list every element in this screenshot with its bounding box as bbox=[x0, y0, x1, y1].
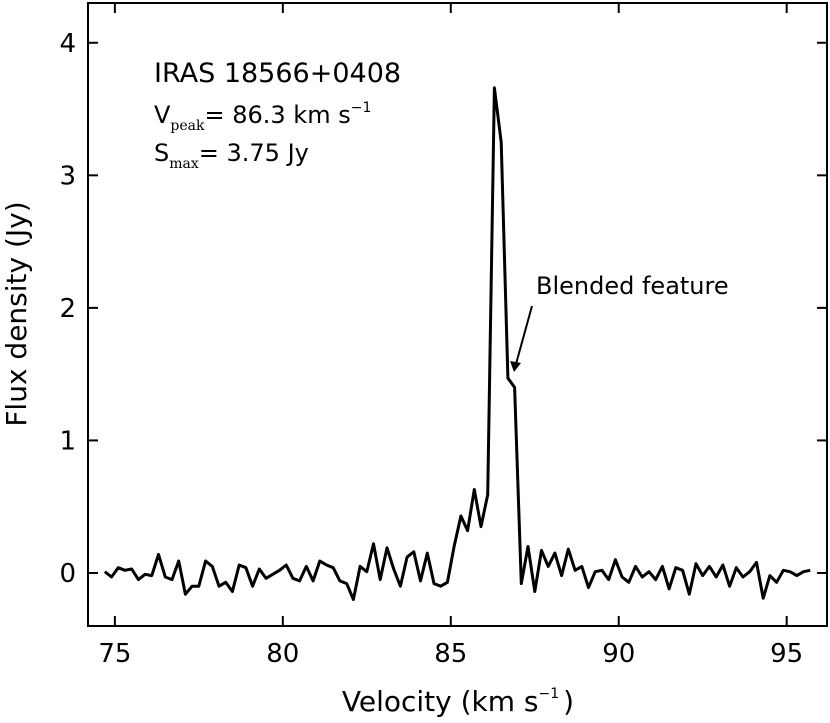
x-axis-label-exponent: −1 bbox=[539, 686, 560, 702]
smax-value: = 3.75 Jy bbox=[199, 139, 309, 167]
x-axis-label: Velocity (km s−1) bbox=[342, 685, 574, 718]
smax-subscript: max bbox=[169, 156, 199, 172]
plot-area bbox=[103, 86, 811, 601]
vpeak-subscript: peak bbox=[170, 118, 205, 134]
x-axis-label-close: ) bbox=[563, 685, 574, 718]
y-tick-label: 0 bbox=[59, 559, 76, 589]
y-tick-label: 2 bbox=[59, 294, 76, 324]
y-tick-label: 1 bbox=[59, 426, 76, 456]
x-tick-label: 95 bbox=[770, 639, 803, 669]
source-name: IRAS 18566+0408 bbox=[154, 58, 401, 89]
axis-ticks: 75 80 85 90 95 0 1 2 3 4 bbox=[59, 3, 827, 669]
y-tick-label: 4 bbox=[59, 29, 76, 59]
spectrum-line bbox=[103, 86, 811, 601]
vpeak-annotation: Vpeak= 86.3 km s−1 bbox=[154, 100, 371, 134]
vpeak-unit-exponent: −1 bbox=[351, 100, 372, 116]
y-tick-label: 3 bbox=[59, 161, 76, 191]
blended-feature-label: Blended feature bbox=[536, 272, 729, 300]
x-tick-label: 80 bbox=[266, 639, 299, 669]
vpeak-value: = 86.3 km s bbox=[205, 101, 351, 129]
vpeak-symbol: V bbox=[154, 101, 171, 129]
x-axis-label-main: Velocity (km s bbox=[342, 685, 539, 718]
plot-frame bbox=[87, 2, 828, 627]
x-tick-label: 90 bbox=[602, 639, 635, 669]
y-axis-label: Flux density (Jy) bbox=[0, 201, 33, 426]
x-tick-label: 85 bbox=[434, 639, 467, 669]
smax-annotation: Smax= 3.75 Jy bbox=[154, 139, 309, 172]
smax-symbol: S bbox=[154, 139, 169, 167]
x-tick-label: 75 bbox=[98, 639, 131, 669]
blended-feature-arrow bbox=[510, 305, 533, 372]
